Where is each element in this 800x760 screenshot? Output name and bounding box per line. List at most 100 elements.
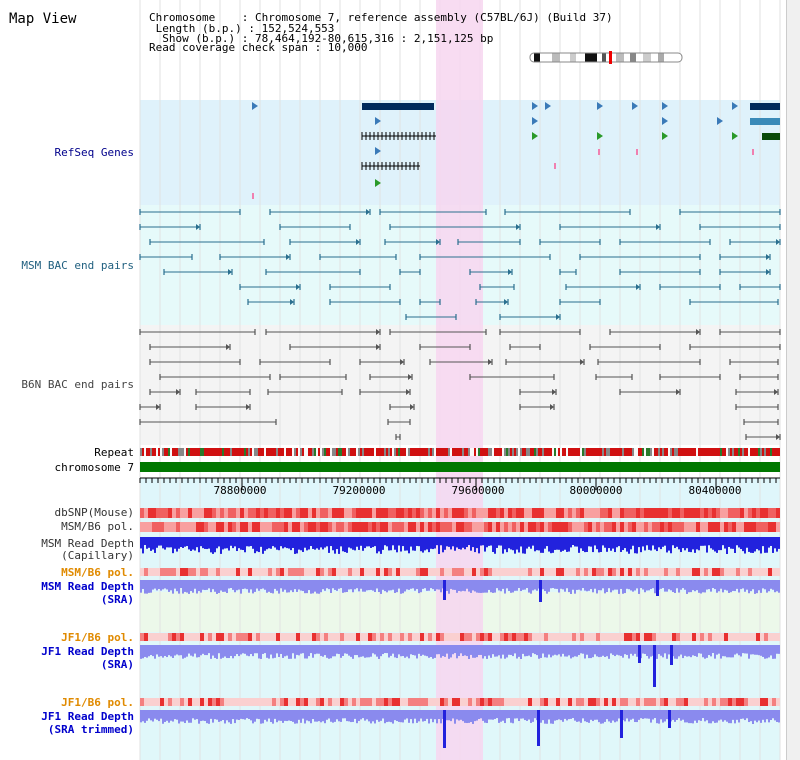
repeat-mark bbox=[568, 448, 570, 456]
repeat-mark bbox=[166, 448, 168, 456]
depth-bar bbox=[312, 645, 314, 658]
polymorphism-cell bbox=[540, 522, 544, 532]
info-chromosome: Chromosome : Chromosome 7, reference ass… bbox=[149, 11, 613, 24]
polymorphism-cell bbox=[320, 698, 324, 706]
depth-bar bbox=[330, 710, 332, 722]
depth-bar bbox=[210, 710, 212, 719]
gene-arrow bbox=[597, 102, 603, 110]
polymorphism-cell bbox=[612, 522, 616, 532]
depth-bar bbox=[592, 537, 594, 553]
polymorphism-cell bbox=[628, 633, 632, 641]
polymorphism-cell bbox=[376, 698, 380, 706]
depth-bar bbox=[176, 710, 178, 720]
polymorphism-cell bbox=[572, 568, 576, 576]
depth-bar bbox=[320, 645, 322, 656]
repeat-mark bbox=[638, 448, 640, 456]
depth-bar bbox=[708, 645, 710, 656]
polymorphism-cell bbox=[676, 522, 680, 532]
depth-bar bbox=[504, 580, 506, 594]
repeat-mark bbox=[650, 448, 652, 456]
depth-bar bbox=[634, 537, 636, 554]
depth-bar bbox=[386, 710, 388, 723]
depth-bar bbox=[752, 537, 754, 553]
depth-bar bbox=[542, 645, 544, 654]
depth-bar bbox=[406, 645, 408, 657]
depth-bar bbox=[272, 537, 274, 547]
depth-bar bbox=[568, 645, 570, 656]
polymorphism-cell bbox=[444, 633, 448, 641]
polymorphism-cell bbox=[484, 508, 488, 518]
depth-bar bbox=[518, 645, 520, 657]
polymorphism-cell bbox=[216, 568, 220, 576]
depth-bar bbox=[750, 645, 752, 655]
depth-bar bbox=[660, 537, 662, 550]
refseq-genes-label[interactable]: RefSeq Genes bbox=[54, 146, 134, 159]
depth-bar bbox=[612, 580, 614, 591]
polymorphism-cell bbox=[520, 568, 524, 576]
polymorphism-cell bbox=[256, 698, 260, 706]
depth-bar bbox=[408, 537, 410, 554]
depth-bar bbox=[376, 645, 378, 657]
polymorphism-cell bbox=[660, 508, 664, 518]
depth-bar bbox=[632, 645, 634, 656]
depth-bar bbox=[578, 645, 580, 656]
depth-bar bbox=[160, 710, 162, 719]
repeat-mark bbox=[226, 448, 228, 456]
polymorphism-cell bbox=[620, 522, 624, 532]
polymorphism-cell bbox=[680, 508, 684, 518]
repeat-mark bbox=[298, 448, 300, 456]
depth-bar bbox=[234, 710, 236, 724]
repeat-mark bbox=[408, 448, 410, 456]
bac-arrow bbox=[290, 299, 294, 305]
polymorphism-cell bbox=[752, 698, 756, 706]
depth-bar bbox=[528, 537, 530, 547]
depth-bar bbox=[416, 537, 418, 546]
depth-bar bbox=[630, 710, 632, 720]
polymorphism-cell bbox=[556, 508, 560, 518]
polymorphism-cell bbox=[388, 522, 392, 532]
polymorphism-cell bbox=[156, 568, 160, 576]
depth-bar bbox=[376, 710, 378, 720]
repeat-mark bbox=[684, 448, 686, 456]
depth-bar bbox=[336, 710, 338, 720]
depth-bar bbox=[670, 580, 672, 591]
polymorphism-cell bbox=[624, 633, 628, 641]
depth-bar bbox=[750, 537, 752, 553]
gene-arrow bbox=[732, 132, 738, 140]
polymorphism-cell bbox=[680, 633, 684, 641]
b6n-bac-label[interactable]: B6N BAC end pairs bbox=[21, 378, 134, 391]
polymorphism-cell bbox=[516, 568, 520, 576]
depth-bar bbox=[460, 710, 462, 720]
bac-arrow bbox=[376, 329, 380, 335]
polymorphism-cell bbox=[276, 508, 280, 518]
depth-bar bbox=[200, 537, 202, 547]
depth-bar bbox=[450, 537, 452, 550]
depth-bar bbox=[366, 710, 368, 720]
polymorphism-cell bbox=[204, 633, 208, 641]
polymorphism-cell bbox=[404, 522, 408, 532]
vertical-scrollbar[interactable] bbox=[786, 0, 800, 760]
polymorphism-cell bbox=[648, 568, 652, 576]
depth-bar bbox=[768, 710, 770, 723]
depth-bar bbox=[568, 580, 570, 593]
repeat-mark bbox=[452, 448, 454, 456]
depth-bar bbox=[508, 537, 510, 549]
msm-bac-label[interactable]: MSM BAC end pairs bbox=[21, 259, 134, 272]
depth-bar bbox=[244, 537, 246, 553]
depth-bar bbox=[166, 580, 168, 590]
depth-bar bbox=[440, 645, 442, 658]
depth-bar bbox=[282, 645, 284, 658]
repeat-mark bbox=[580, 448, 582, 456]
polymorphism-cell bbox=[684, 508, 688, 518]
repeat-mark bbox=[666, 448, 668, 456]
depth-bar bbox=[188, 580, 190, 594]
polymorphism-cell bbox=[712, 508, 716, 518]
polymorphism-cell bbox=[772, 508, 776, 518]
polymorphism-cell bbox=[752, 568, 756, 576]
repeat-mark bbox=[214, 448, 216, 456]
polymorphism-cell bbox=[244, 698, 248, 706]
depth-bar bbox=[532, 645, 534, 654]
depth-bar bbox=[696, 645, 698, 657]
depth-bar bbox=[394, 537, 396, 550]
